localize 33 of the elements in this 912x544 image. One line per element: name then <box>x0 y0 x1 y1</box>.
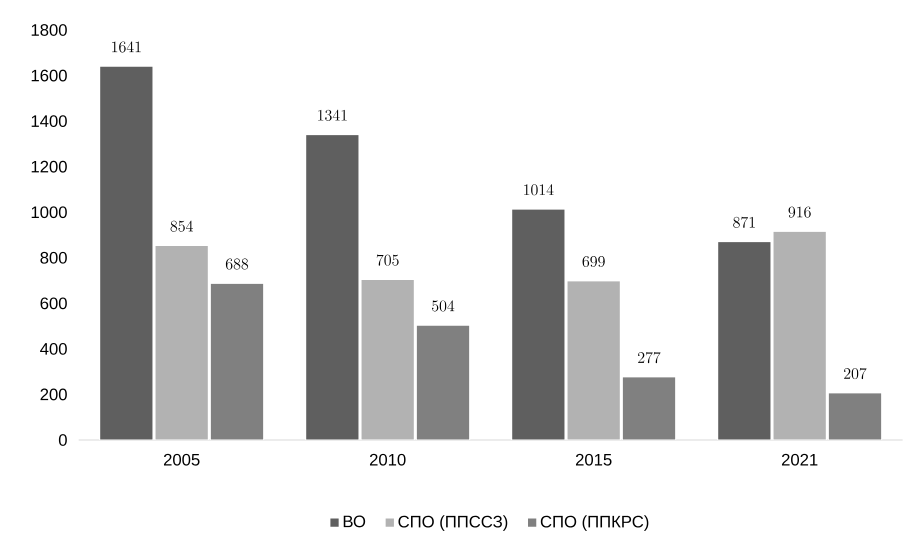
y-tick-label: 200 <box>40 388 67 400</box>
data-label: 1641 <box>112 41 141 52</box>
y-tick-label: 400 <box>40 343 67 355</box>
y-tick-label: 1200 <box>32 160 67 173</box>
bar <box>622 376 676 440</box>
x-tick-label: 2015 <box>576 454 612 466</box>
bar <box>416 324 470 440</box>
data-label: 1341 <box>318 110 347 121</box>
legend-label: СПО (ППССЗ) <box>398 515 508 531</box>
y-tick-label: 600 <box>40 297 67 310</box>
data-label: 504 <box>432 300 454 312</box>
data-label: 854 <box>170 220 193 232</box>
bar <box>828 392 882 440</box>
data-label: 916 <box>788 206 811 218</box>
data-label: 871 <box>733 216 755 228</box>
x-tick-label: 2021 <box>782 454 818 466</box>
data-label: 277 <box>638 352 660 364</box>
data-label: 688 <box>226 258 248 270</box>
legend-label: СПО (ППКРС) <box>540 515 648 531</box>
y-tick-label: 1600 <box>32 70 67 82</box>
data-label: 699 <box>582 256 605 268</box>
x-tick-label: 2005 <box>164 454 200 466</box>
y-tick-label: 1000 <box>32 206 67 218</box>
bar <box>210 282 264 440</box>
data-label: 705 <box>376 254 399 266</box>
data-label: 207 <box>844 368 866 380</box>
x-tick-label: 2010 <box>370 454 406 466</box>
legend-label: ВО <box>344 516 366 528</box>
data-label: 1014 <box>524 184 554 196</box>
y-tick-label: 0 <box>58 434 67 446</box>
y-tick-label: 1400 <box>32 115 67 128</box>
y-tick-label: 1800 <box>32 24 67 36</box>
y-tick-label: 800 <box>40 252 67 264</box>
